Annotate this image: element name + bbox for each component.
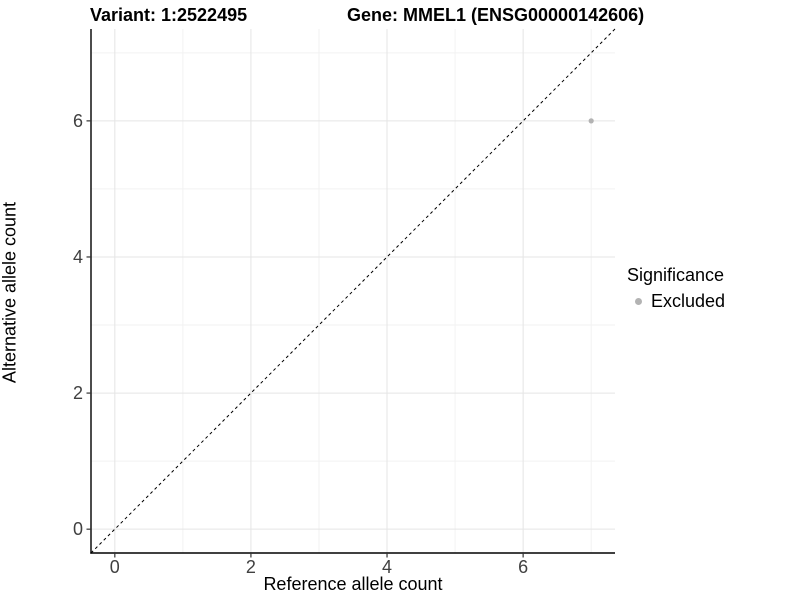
identity-reference-line xyxy=(90,28,616,554)
excluded-point-icon xyxy=(634,297,642,305)
y-tick-label: 0 xyxy=(73,519,83,539)
x-tick-label: 2 xyxy=(246,557,256,577)
legend: Significance Excluded xyxy=(627,265,725,312)
x-tick-label: 6 xyxy=(518,557,528,577)
x-tick-label: 4 xyxy=(382,557,392,577)
x-tick-label: 0 xyxy=(110,557,120,577)
legend-item-excluded: Excluded xyxy=(627,290,725,312)
legend-item-label: Excluded xyxy=(651,290,726,311)
data-point xyxy=(588,118,594,124)
y-tick-label: 4 xyxy=(73,247,83,267)
x-axis-title: Reference allele count xyxy=(263,574,443,594)
plot-title-gene: Gene: MMEL1 (ENSG00000142606) xyxy=(347,5,645,25)
y-axis-title: Alternative allele count xyxy=(0,201,20,384)
legend-key xyxy=(627,290,649,312)
y-tick-label: 2 xyxy=(73,383,83,403)
y-tick-label: 6 xyxy=(73,111,83,131)
plot-title-variant: Variant: 1:2522495 xyxy=(90,5,248,25)
legend-title: Significance xyxy=(627,265,725,285)
